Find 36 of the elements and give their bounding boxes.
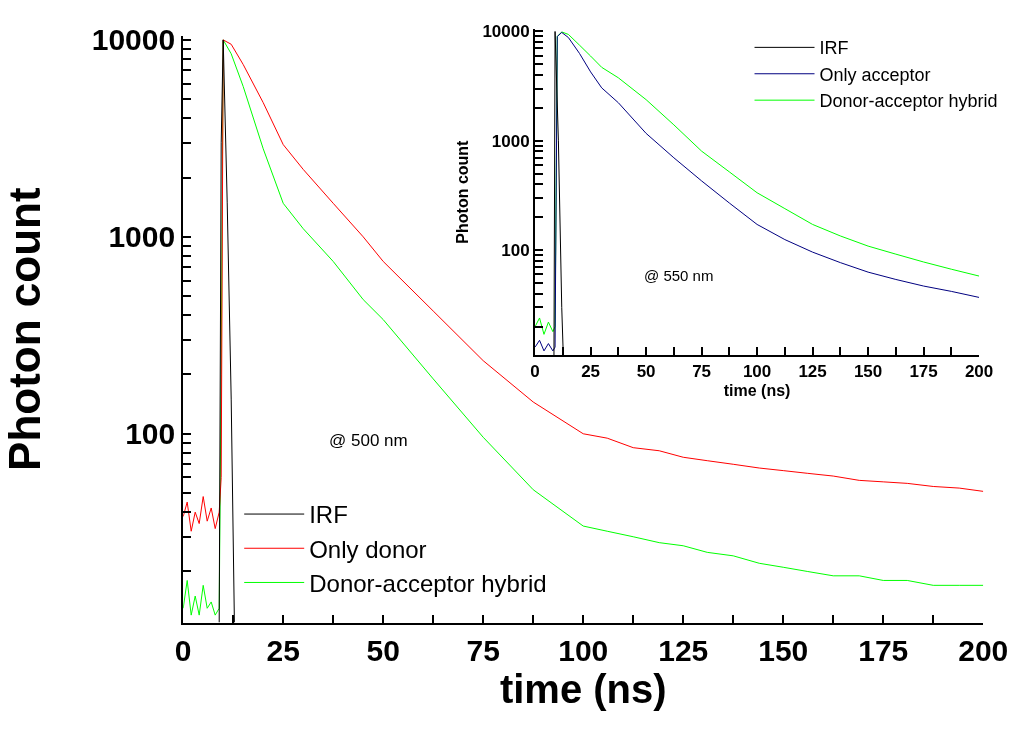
legend-label: Only acceptor	[819, 64, 931, 85]
x-tick-label: 50	[366, 633, 400, 667]
y-tick-label: 10000	[482, 22, 530, 42]
y-axis-title: Photon count	[0, 187, 49, 471]
x-tick-label: 75	[466, 633, 500, 667]
y-tick-label: 100	[501, 241, 530, 261]
legend-label: IRF	[309, 501, 348, 529]
legend-label: IRF	[819, 38, 849, 59]
x-tick-label: 150	[853, 362, 883, 382]
x-axis-title: time (ns)	[723, 381, 791, 399]
y-tick-label: 10000	[91, 23, 176, 57]
y-tick-label: 100	[125, 417, 176, 451]
x-tick-label: 125	[658, 633, 709, 667]
annotation: @ 550 nm	[644, 267, 714, 284]
legend-label: Donor-acceptor hybrid	[309, 569, 547, 597]
y-tick-label: 1000	[108, 220, 176, 254]
x-tick-label: 175	[909, 362, 938, 382]
x-tick-label: 200	[964, 362, 994, 382]
annotation: @ 500 nm	[329, 431, 408, 450]
x-tick-label: 0	[174, 633, 192, 667]
x-tick-label: 25	[581, 362, 601, 382]
x-tick-label: 175	[858, 633, 909, 667]
y-tick-label: 1000	[491, 131, 530, 151]
x-tick-label: 25	[266, 633, 300, 667]
legend-label: Only donor	[309, 535, 427, 563]
x-tick-label: 125	[798, 362, 827, 382]
x-tick-label: 100	[742, 362, 772, 382]
y-axis-title: Photon count	[453, 139, 471, 244]
x-tick-label: 0	[530, 362, 540, 382]
x-tick-label: 100	[558, 633, 609, 667]
x-tick-label: 200	[958, 633, 1009, 667]
legend-label: Donor-acceptor hybrid	[819, 91, 998, 112]
x-tick-label: 150	[758, 633, 809, 667]
x-tick-label: 75	[692, 362, 712, 382]
x-tick-label: 50	[636, 362, 656, 382]
x-axis-title: time (ns)	[499, 666, 667, 711]
